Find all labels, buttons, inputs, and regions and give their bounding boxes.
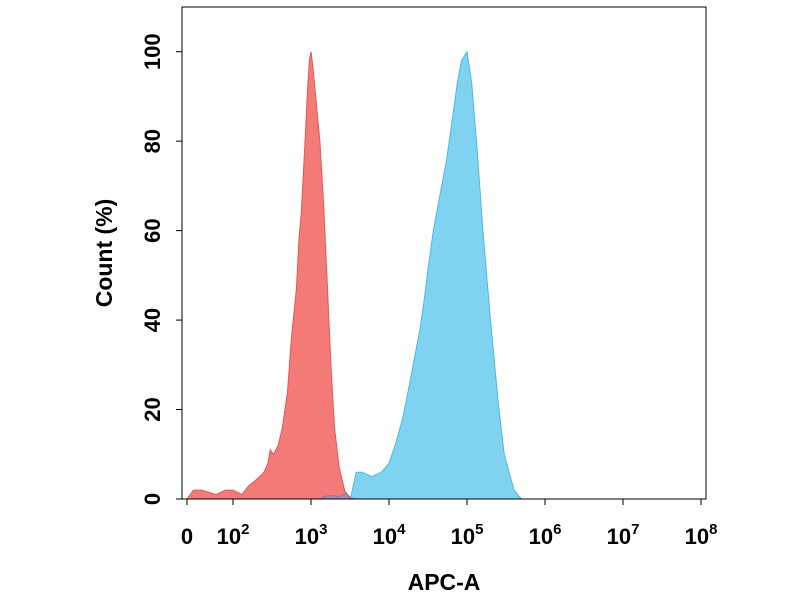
x-tick-label: 0 — [181, 524, 193, 549]
y-tick-label: 60 — [140, 218, 165, 242]
x-tick-label: 106 — [529, 521, 562, 549]
x-axis: 0 102 103 104 105 106 107 108 — [181, 499, 718, 549]
y-tick-label: 20 — [140, 397, 165, 421]
y-axis-title: Count (%) — [91, 199, 117, 308]
x-tick-label: 104 — [373, 521, 406, 549]
y-tick-label: 40 — [140, 308, 165, 332]
y-tick-label: 80 — [140, 129, 165, 153]
histogram-areas — [186, 50, 523, 500]
x-tick-label: 103 — [295, 521, 328, 549]
x-tick-label: 102 — [217, 521, 250, 549]
x-tick-label: 105 — [451, 521, 484, 549]
x-tick-label: 107 — [607, 521, 640, 549]
plot-frame — [181, 6, 707, 500]
x-tick-label: 108 — [685, 521, 718, 549]
y-tick-label: 0 — [140, 493, 165, 505]
y-tick-label: 100 — [140, 33, 165, 70]
histogram-series-1 — [186, 51, 352, 500]
y-axis: 0 20 40 60 80 100 — [140, 33, 182, 505]
histogram-series-2 — [349, 50, 523, 500]
x-axis-title: APC-A — [408, 569, 481, 595]
